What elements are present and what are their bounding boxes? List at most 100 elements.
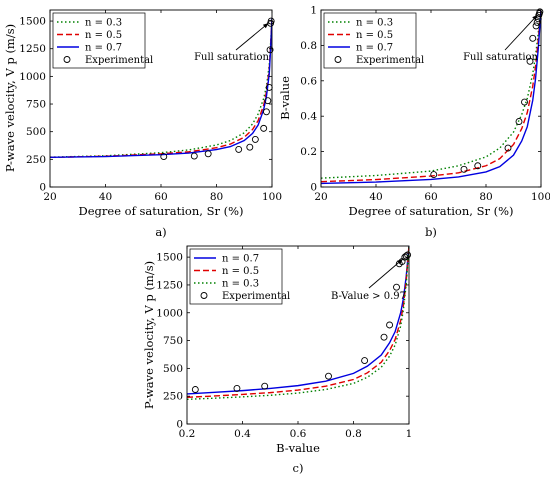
data-point [246,143,254,151]
chart-panel-c: 0.2 0.4 0.6 0.8 1 0 250 500 750 1000 1250 1500 B-val… [142,245,413,475]
annotation-text: B-Value > 0.97 [331,291,406,302]
series-line [187,245,409,395]
x-tick-label: 0.6 [290,428,307,440]
x-axis-label: Degree of saturation, Sr (%) [79,204,244,218]
chart-panel-b: 20 40 60 80 100 0 0.2 0.4 0.6 0.8 1 Degree of satur… [278,5,550,240]
y-tick-label: 250 [163,391,183,403]
data-point [264,97,272,105]
x-tick-label: 0.2 [179,428,196,440]
y-axis-label: P-wave velocity, V p (m/s) [142,261,156,409]
x-tick-label: 40 [99,191,112,203]
series-line [187,245,409,400]
x-tick-label: 100 [531,191,550,203]
legend-marker [334,56,342,63]
data-point [263,108,270,116]
data-point [460,165,468,173]
arrowhead [397,259,403,265]
x-tick-label: 0.4 [234,428,251,440]
data-point [361,357,369,365]
legend-label: n = 0.5 [356,30,393,41]
data-point [386,321,394,329]
legend-label: Experimental [222,291,290,302]
data-point [532,22,540,30]
legend-label: n = 0.7 [222,254,259,265]
data-point [521,98,528,106]
annotation-arrow [504,14,538,51]
data-point [204,150,212,158]
data-point [515,118,523,125]
y-tick-label: 750 [163,335,183,347]
y-tick-label: 1 [310,5,317,17]
annotation-text: Full saturation [463,52,538,63]
x-tick-label: 1 [406,428,413,440]
y-tick-label: 500 [163,363,183,375]
legend-marker [200,292,208,299]
y-axis-label: P-wave velocity, V p (m/s) [3,24,17,172]
series-line [50,17,272,159]
legend-box [52,12,146,69]
y-tick-label: 0.2 [300,146,317,158]
x-tick-label: 80 [479,191,492,203]
arrowhead [532,14,538,21]
data-point [325,372,332,380]
panel-label: a) [155,225,166,239]
panel-label: b) [425,225,437,239]
data-point [504,144,512,152]
data-point [430,171,438,179]
data-point [235,145,243,153]
y-axis-label: B-value [278,76,292,120]
data-point [393,283,400,291]
data-point [266,46,274,54]
data-point [190,152,198,160]
series-line [321,9,541,185]
data-point [404,251,412,259]
legend-label: n = 0.3 [356,18,393,29]
x-tick-label: 60 [424,191,437,203]
data-point [533,18,541,26]
data-point [474,162,482,170]
y-tick-label: 500 [26,126,46,138]
data-point [260,124,268,132]
legend-label: n = 0.7 [85,43,122,54]
y-tick-label: 1000 [19,71,46,83]
y-tick-label: 750 [26,99,46,111]
y-tick-label: 0 [176,419,183,431]
y-tick-label: 1250 [156,279,183,291]
data-point [233,384,241,392]
y-tick-label: 0.8 [300,40,317,52]
data-point [380,333,388,341]
x-tick-label: 40 [369,191,382,203]
data-point [267,17,275,25]
legend-label: n = 0.5 [222,266,259,277]
legend-box [323,12,417,69]
y-tick-label: 1500 [19,16,46,28]
annotation: B-Value > 0.97 [331,258,406,302]
series-line [187,245,409,398]
series-line [321,9,541,183]
annotation-text: Full saturation [194,52,269,63]
data-point [191,386,199,393]
y-tick-label: 1500 [156,252,183,264]
panel-label: c) [293,461,304,475]
legend-label: n = 0.3 [85,18,122,29]
x-tick-label: 20 [43,191,56,203]
annotation: Full saturation [463,14,539,63]
y-tick-label: 0.4 [300,111,317,123]
x-tick-label: 20 [314,191,327,203]
x-tick-label: 80 [210,191,223,203]
x-tick-label: 0.8 [345,428,362,440]
data-point [251,135,259,143]
legend-label: Experimental [85,55,153,66]
data-point [526,57,534,65]
annotation-arrow [235,22,269,51]
x-tick-label: 60 [154,191,167,203]
annotation: Full saturation [194,22,270,63]
y-tick-label: 1000 [156,307,183,319]
x-axis-label: Degree of saturation, Sr (%) [349,204,514,218]
data-point [536,8,544,16]
data-point [529,34,537,42]
